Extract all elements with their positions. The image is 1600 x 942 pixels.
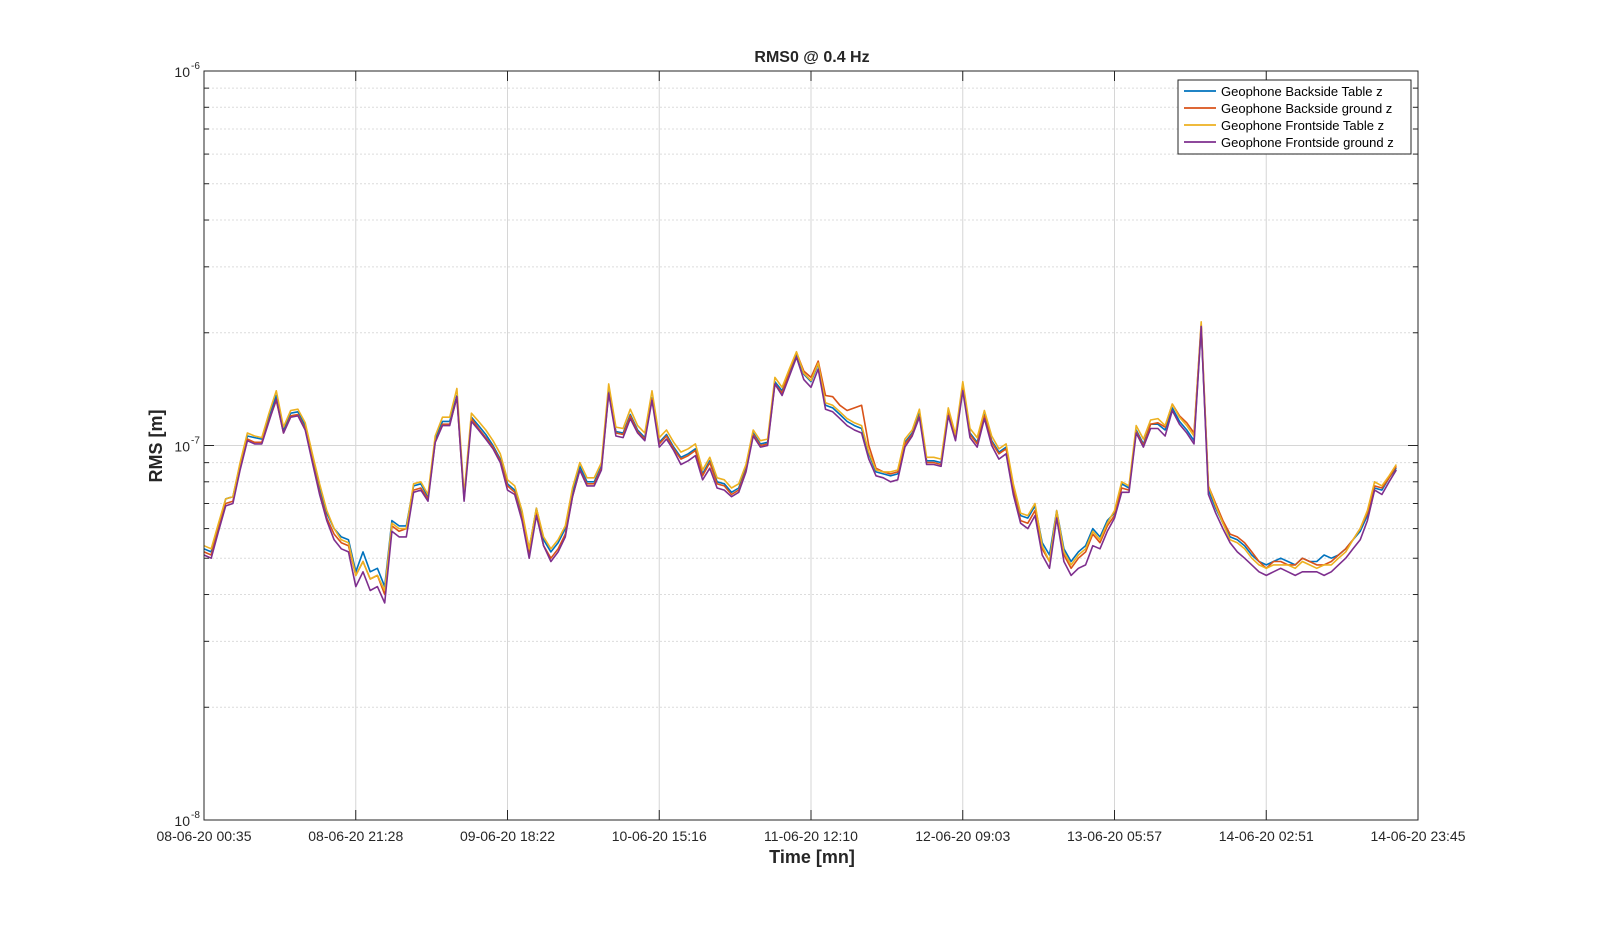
legend-box [1177, 79, 1412, 155]
axis-ticks [203, 70, 1419, 821]
x-tick-label: 14-06-20 02:51 [1219, 828, 1314, 844]
legend-label: Geophone Frontside ground z [1221, 135, 1394, 150]
chart-title: RMS0 @ 0.4 Hz [754, 49, 869, 66]
series-lines [203, 320, 1397, 604]
y-tick-label-base: 10 [174, 813, 190, 829]
legend-label: Geophone Backside Table z [1221, 84, 1383, 99]
legend-item: Geophone Frontside Table z [1184, 118, 1384, 133]
legend-item: Geophone Backside Table z [1184, 84, 1383, 99]
y-axis-label: RMS [m] [146, 410, 166, 483]
y-tick-label: 10 -6 [174, 61, 200, 80]
y-tick-label-exponent: -8 [191, 810, 200, 821]
legend: Geophone Backside Table z Geophone Backsi… [1177, 79, 1412, 155]
y-tick-label-exponent: -7 [191, 436, 200, 447]
y-tick-label-base: 10 [174, 64, 190, 80]
legend-label: Geophone Frontside Table z [1221, 118, 1384, 133]
x-tick-label: 14-06-20 23:45 [1371, 828, 1466, 844]
x-tick-label: 13-06-20 05:57 [1067, 828, 1162, 844]
x-tick-label: 10-06-20 15:16 [612, 828, 707, 844]
x-tick-label: 08-06-20 00:35 [157, 828, 252, 844]
y-tick-label: 10 -8 [174, 810, 200, 829]
legend-item: Geophone Backside ground z [1184, 101, 1392, 116]
legend-item: Geophone Frontside ground z [1184, 135, 1394, 150]
plot-area [203, 70, 1419, 821]
series-line-4 [203, 325, 1397, 604]
x-tick-label: 12-06-20 09:03 [915, 828, 1010, 844]
x-axis-label: Time [mn] [769, 847, 855, 867]
y-tick-label-base: 10 [174, 439, 190, 455]
x-tick-labels: 08-06-20 00:35 08-06-20 21:28 09-06-20 18:… [157, 828, 1466, 844]
x-tick-label: 09-06-20 18:22 [460, 828, 555, 844]
y-tick-label-exponent: -6 [191, 61, 200, 72]
x-tick-label: 11-06-20 12:10 [764, 828, 858, 844]
grid-lines [204, 71, 1418, 820]
legend-label: Geophone Backside ground z [1221, 101, 1392, 116]
y-tick-labels: 10-810-710-6 [174, 61, 200, 829]
x-tick-label: 08-06-20 21:28 [308, 828, 403, 844]
y-tick-label: 10 -7 [174, 436, 200, 455]
